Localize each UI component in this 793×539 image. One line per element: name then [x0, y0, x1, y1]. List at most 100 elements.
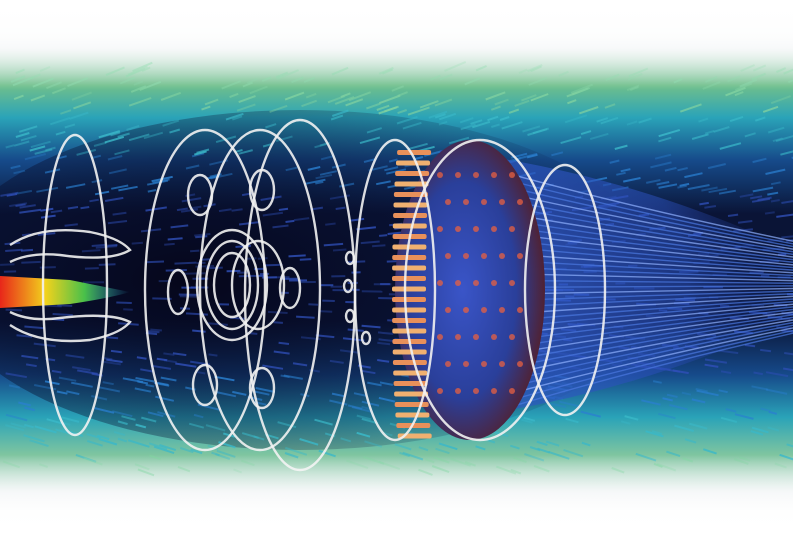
orifice-dot — [455, 388, 461, 394]
velocity-streak — [107, 245, 117, 246]
injector-slot — [393, 224, 427, 229]
injector-slot — [396, 161, 430, 166]
velocity-streak — [107, 337, 118, 338]
velocity-streak — [92, 245, 107, 246]
orifice-dot — [473, 172, 479, 178]
orifice-dot — [509, 172, 515, 178]
orifice-dot — [491, 388, 497, 394]
orifice-dot — [499, 361, 505, 367]
injector-slot — [393, 371, 427, 376]
orifice-dot — [491, 172, 497, 178]
velocity-streak — [387, 261, 398, 262]
velocity-streak — [195, 236, 207, 237]
velocity-streak — [111, 351, 122, 352]
velocity-streak — [85, 268, 99, 269]
orifice-dot — [509, 388, 515, 394]
orifice-dot — [491, 226, 497, 232]
velocity-streak — [0, 264, 14, 265]
injector-slot — [395, 402, 429, 407]
injector-slot — [392, 297, 426, 302]
orifice-dot — [473, 226, 479, 232]
velocity-streak — [148, 331, 160, 332]
velocity-streak — [372, 245, 385, 246]
orifice-dot — [491, 280, 497, 286]
orifice-dot — [517, 307, 523, 313]
orifice-dot — [499, 307, 505, 313]
velocity-streak — [379, 235, 387, 236]
orifice-dot — [481, 199, 487, 205]
velocity-streak — [186, 313, 208, 314]
orifice-dot — [481, 361, 487, 367]
velocity-streak — [5, 250, 22, 251]
orifice-dot — [491, 334, 497, 340]
velocity-streak — [164, 244, 175, 245]
orifice-dot — [437, 172, 443, 178]
orifice-dot — [455, 280, 461, 286]
injector-slot — [394, 203, 428, 208]
velocity-streak — [190, 251, 199, 252]
orifice-dot — [445, 253, 451, 259]
velocity-streak — [765, 212, 775, 213]
orifice-dot — [437, 388, 443, 394]
velocity-streak — [274, 322, 283, 323]
orifice-dot — [509, 334, 515, 340]
velocity-streak — [279, 209, 288, 210]
orifice-dot — [463, 253, 469, 259]
velocity-streak — [192, 331, 205, 332]
velocity-streak — [728, 215, 738, 216]
velocity-streak — [209, 354, 218, 355]
orifice-dot — [517, 361, 523, 367]
velocity-streak — [6, 310, 22, 311]
orifice-dot — [463, 199, 469, 205]
orifice-dot — [437, 226, 443, 232]
velocity-streak — [201, 259, 210, 260]
orifice-dot — [455, 226, 461, 232]
velocity-streak — [150, 330, 162, 331]
velocity-streak — [168, 238, 183, 239]
orifice-dot — [517, 253, 523, 259]
velocity-streak — [53, 314, 73, 315]
orifice-dot — [509, 280, 515, 286]
velocity-streak — [116, 303, 132, 304]
orifice-dot — [499, 253, 505, 259]
orifice-dot — [455, 334, 461, 340]
velocity-streak — [745, 345, 755, 346]
velocity-streak — [82, 250, 101, 251]
injector-slot — [397, 150, 431, 155]
velocity-streak — [296, 317, 315, 318]
velocity-streak — [81, 207, 90, 208]
velocity-streak — [336, 208, 346, 209]
injector-slot — [393, 360, 427, 365]
velocity-streak — [325, 224, 335, 225]
orifice-dot — [473, 334, 479, 340]
orifice-dot — [445, 199, 451, 205]
injector-slot — [393, 213, 427, 218]
injector-slot — [393, 350, 427, 355]
velocity-streak — [132, 243, 143, 244]
orifice-dot — [473, 280, 479, 286]
orifice-dot — [437, 280, 443, 286]
injector-slot — [392, 255, 426, 260]
velocity-streak — [289, 255, 306, 256]
velocity-streak — [21, 262, 40, 263]
velocity-streak — [137, 357, 147, 358]
orifice-dot — [455, 172, 461, 178]
velocity-streak — [286, 221, 295, 222]
injector-slot — [392, 266, 426, 271]
orifice-dot — [463, 307, 469, 313]
injector-slot — [395, 171, 429, 176]
orifice-dot — [481, 253, 487, 259]
orifice-dot — [481, 307, 487, 313]
orifice-dot — [445, 307, 451, 313]
orifice-dot — [437, 334, 443, 340]
orifice-dot — [509, 226, 515, 232]
orifice-dot — [499, 199, 505, 205]
velocity-streak — [279, 343, 289, 344]
velocity-streak — [21, 250, 33, 251]
velocity-streak — [300, 259, 312, 260]
injector-slot — [392, 276, 426, 281]
orifice-dot — [473, 388, 479, 394]
orifice-dot — [445, 361, 451, 367]
velocity-streak — [760, 350, 771, 351]
